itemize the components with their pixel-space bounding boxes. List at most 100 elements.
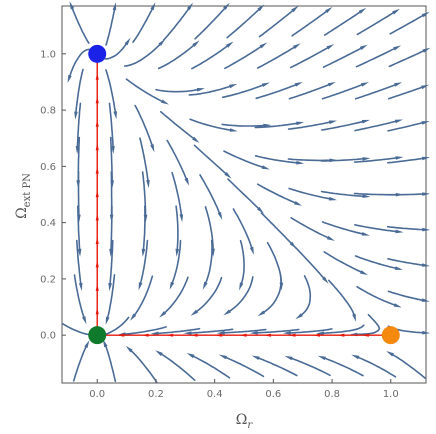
y-tick-label: 0.6 xyxy=(40,162,56,173)
stream-arrowhead xyxy=(146,179,150,188)
stream-arrowhead xyxy=(421,263,430,267)
stream-line xyxy=(323,251,364,274)
y-tick-label: 1.0 xyxy=(40,49,56,60)
stream-line xyxy=(105,69,117,115)
trajectory-arrowhead xyxy=(312,333,320,337)
stream-arrowhead xyxy=(394,266,403,270)
stream-arrowhead xyxy=(296,121,305,126)
stream-arrowhead xyxy=(196,88,205,92)
trajectory-arrowhead xyxy=(95,212,99,221)
trajectory-arrowhead xyxy=(263,333,271,337)
trajectory-arrowhead xyxy=(336,333,345,337)
stream-arrowhead xyxy=(261,165,270,170)
stream-arrowhead xyxy=(150,144,155,153)
stream-line xyxy=(139,239,149,286)
y-tick-label: 0.2 xyxy=(40,274,56,285)
stream-arrowhead xyxy=(130,313,137,321)
stream-arrowhead xyxy=(76,180,81,189)
stream-line xyxy=(353,156,399,163)
stream-arrowhead xyxy=(75,146,80,154)
stream-line xyxy=(199,174,221,216)
stream-line xyxy=(387,290,426,302)
stream-line xyxy=(223,150,266,169)
stream-arrowhead xyxy=(282,331,291,335)
trajectory-arrowhead xyxy=(95,306,99,315)
stream-arrowhead xyxy=(223,309,231,316)
trajectory-arrowhead xyxy=(95,259,99,268)
stream-line xyxy=(266,241,283,286)
stream-arrowhead xyxy=(358,7,367,14)
stream-arrowhead xyxy=(293,43,301,49)
stream-arrowhead xyxy=(284,355,293,361)
stream-line xyxy=(189,118,234,132)
stream-line xyxy=(160,111,196,141)
stream-arrowhead xyxy=(143,214,148,223)
stream-arrowhead xyxy=(184,177,190,186)
stream-line xyxy=(128,348,158,383)
y-tick-label: 0.4 xyxy=(40,218,56,229)
trajectory-arrowhead xyxy=(95,119,99,127)
stream-arrowhead xyxy=(192,136,200,143)
stream-arrowhead xyxy=(223,2,230,10)
stream-line xyxy=(389,13,426,35)
stream-arrowhead xyxy=(187,2,194,11)
stream-line xyxy=(77,205,81,253)
x-axis-title: Ωr xyxy=(236,412,254,431)
stream-arrowhead xyxy=(392,8,400,15)
stream-arrowhead xyxy=(362,194,371,198)
stream-arrowhead xyxy=(421,298,430,302)
stream-line xyxy=(321,120,366,131)
stream-line xyxy=(227,276,254,314)
stream-arrowhead xyxy=(421,84,430,90)
stream-line xyxy=(321,221,366,236)
stream-line xyxy=(354,120,399,132)
stream-arrowhead xyxy=(202,281,208,290)
stream-arrowhead xyxy=(67,74,72,83)
stream-line xyxy=(139,137,149,184)
x-tick-label: 0.4 xyxy=(207,389,223,400)
stream-line xyxy=(175,205,179,253)
stream-arrowhead xyxy=(217,212,223,220)
stream-arrowhead xyxy=(361,119,370,124)
stream-arrowhead xyxy=(257,4,265,12)
stream-line xyxy=(322,46,364,68)
stream-arrowhead xyxy=(155,350,163,356)
stream-line xyxy=(354,313,381,336)
stream-line xyxy=(109,239,114,287)
stream-line xyxy=(232,208,254,251)
stream-line xyxy=(354,255,399,270)
stream-arrowhead xyxy=(218,354,227,360)
stream-arrowhead xyxy=(113,111,117,120)
stream-line xyxy=(289,357,331,377)
stream-line xyxy=(320,324,365,335)
trajectory-arrowhead xyxy=(141,333,149,337)
stream-arrowhead xyxy=(216,331,225,335)
x-tick-label: 0.8 xyxy=(324,389,340,400)
stream-line xyxy=(74,68,84,115)
stream-arrowhead xyxy=(395,229,404,234)
stream-arrowhead xyxy=(291,5,299,13)
stream-line xyxy=(354,224,399,233)
stream-line xyxy=(222,83,266,99)
stream-line xyxy=(122,326,167,336)
fixed-point-marker xyxy=(88,326,107,345)
stream-line xyxy=(155,327,201,335)
stream-line xyxy=(106,274,116,321)
stream-line xyxy=(134,104,154,148)
stream-arrowhead xyxy=(103,339,108,348)
stream-line xyxy=(224,44,264,70)
stream-arrowhead xyxy=(175,248,180,257)
stream-arrowhead xyxy=(294,201,303,206)
stream-line xyxy=(355,355,397,378)
stream-arrowhead xyxy=(421,11,430,18)
stream-line xyxy=(387,121,426,132)
stream-line xyxy=(356,10,396,36)
stream-arrowhead xyxy=(239,282,244,291)
stream-arrowhead xyxy=(229,128,238,132)
stream-line xyxy=(388,49,427,68)
stream-line xyxy=(227,178,261,211)
stream-arrowhead xyxy=(211,248,215,257)
stream-arrowhead xyxy=(150,2,156,11)
stream-line xyxy=(188,328,234,334)
trajectories xyxy=(95,53,391,337)
